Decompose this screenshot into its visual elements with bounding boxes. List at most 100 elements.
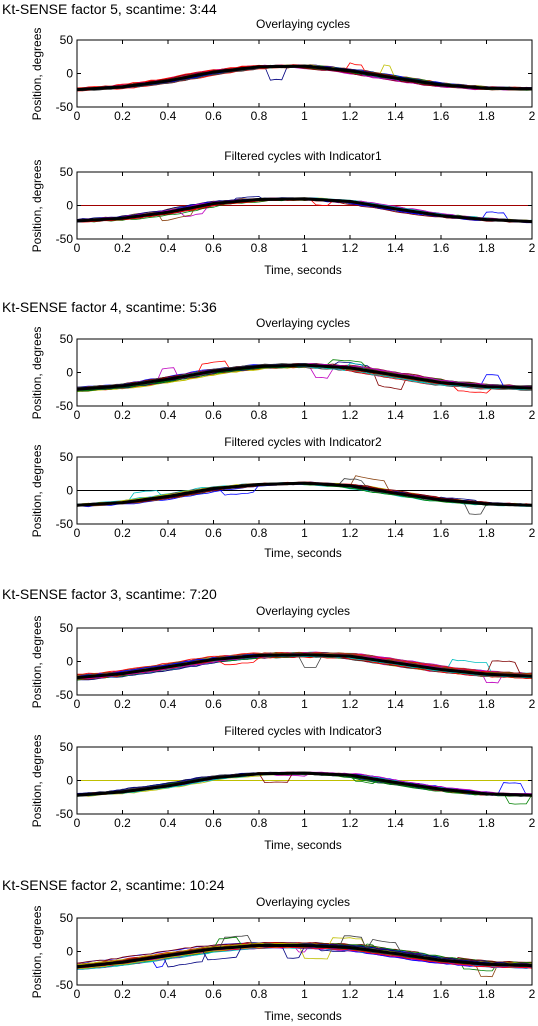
x-tick-label: 0.6 bbox=[205, 697, 222, 711]
x-tick-label: 1.6 bbox=[433, 526, 450, 540]
x-tick-label: 0.4 bbox=[160, 816, 177, 830]
panel-5-ylabel: Position, degrees bbox=[30, 616, 44, 709]
x-tick-label: 0.2 bbox=[114, 526, 131, 540]
x-tick-label: 0.2 bbox=[114, 697, 131, 711]
y-tick-label: -50 bbox=[56, 517, 74, 531]
x-tick-label: 1.6 bbox=[433, 987, 450, 1001]
panel-4-title: Filtered cycles with Indicator2 bbox=[224, 435, 382, 449]
cycle-trace bbox=[77, 362, 532, 388]
y-tick-label: -50 bbox=[56, 100, 74, 114]
panel-5-axes bbox=[76, 627, 533, 696]
x-tick-label: 2 bbox=[529, 109, 536, 123]
x-tick-label: 0 bbox=[74, 241, 81, 255]
x-tick-label: 1.2 bbox=[342, 816, 359, 830]
x-tick-label: 0.6 bbox=[205, 109, 222, 123]
x-tick-label: 0.4 bbox=[160, 987, 177, 1001]
y-tick-label: 0 bbox=[66, 366, 73, 380]
y-tick-label: -50 bbox=[56, 807, 74, 821]
section-heading-2: Kt-SENSE factor 4, scantime: 5:36 bbox=[2, 299, 217, 315]
panel-2-ylabel: Position, degrees bbox=[30, 160, 44, 253]
mean-cycle-trace bbox=[77, 363, 532, 391]
mean-cycle-trace bbox=[77, 64, 532, 92]
x-tick-label: 1.8 bbox=[478, 408, 495, 422]
x-tick-label: 1.2 bbox=[342, 408, 359, 422]
x-tick-label: 0.8 bbox=[251, 241, 268, 255]
y-tick-label: 50 bbox=[60, 332, 74, 346]
y-tick-label: 50 bbox=[60, 450, 74, 464]
x-tick-label: 0.4 bbox=[160, 408, 177, 422]
panel-3-title: Overlaying cycles bbox=[256, 316, 350, 330]
x-tick-label: 1 bbox=[301, 526, 308, 540]
panel-7-xlabel: Time, seconds bbox=[264, 1009, 342, 1023]
x-tick-label: 1.6 bbox=[433, 697, 450, 711]
x-tick-label: 2 bbox=[529, 241, 536, 255]
cycle-trace bbox=[77, 366, 532, 392]
x-tick-label: 1.4 bbox=[387, 697, 404, 711]
x-tick-label: 1 bbox=[301, 697, 308, 711]
cycle-trace bbox=[77, 656, 532, 680]
x-tick-label: 0.8 bbox=[251, 109, 268, 123]
y-tick-label: 0 bbox=[66, 67, 73, 81]
x-tick-label: 2 bbox=[529, 697, 536, 711]
panel-4-ylabel: Position, degrees bbox=[30, 445, 44, 538]
x-tick-label: 1.4 bbox=[387, 241, 404, 255]
y-tick-label: 50 bbox=[60, 33, 74, 47]
x-tick-label: 0.8 bbox=[251, 408, 268, 422]
y-tick-label: 0 bbox=[66, 774, 73, 788]
x-tick-label: 1.2 bbox=[342, 109, 359, 123]
x-tick-label: 0.4 bbox=[160, 109, 177, 123]
panel-6-traces bbox=[77, 771, 532, 805]
x-tick-label: 1.8 bbox=[478, 109, 495, 123]
x-tick-label: 0 bbox=[74, 408, 81, 422]
panel-3-ylabel: Position, degrees bbox=[30, 327, 44, 420]
panel-1-title: Overlaying cycles bbox=[256, 17, 350, 31]
x-tick-label: 1.4 bbox=[387, 526, 404, 540]
panel-5-traces bbox=[77, 651, 532, 684]
x-tick-label: 1.4 bbox=[387, 408, 404, 422]
x-tick-label: 0.6 bbox=[205, 408, 222, 422]
x-tick-label: 1.2 bbox=[342, 697, 359, 711]
x-tick-label: 0 bbox=[74, 816, 81, 830]
panel-6-xlabel: Time, seconds bbox=[264, 838, 342, 852]
y-tick-label: -50 bbox=[56, 232, 74, 246]
x-tick-label: 0 bbox=[74, 109, 81, 123]
mean-cycle-trace bbox=[77, 944, 532, 969]
x-tick-label: 0.2 bbox=[114, 987, 131, 1001]
mean-cycle-trace bbox=[77, 197, 532, 224]
x-tick-label: 1.2 bbox=[342, 526, 359, 540]
x-tick-label: 2 bbox=[529, 987, 536, 1001]
x-tick-label: 0.6 bbox=[205, 526, 222, 540]
mean-cycle-trace bbox=[77, 771, 532, 797]
x-tick-label: 0.2 bbox=[114, 241, 131, 255]
x-tick-label: 0.8 bbox=[251, 987, 268, 1001]
panel-6-ylabel: Position, degrees bbox=[30, 735, 44, 828]
x-tick-label: 0.6 bbox=[205, 241, 222, 255]
x-tick-label: 0.2 bbox=[114, 408, 131, 422]
y-tick-label: 0 bbox=[66, 484, 73, 498]
panel-3-traces bbox=[77, 359, 532, 394]
x-tick-label: 0 bbox=[74, 697, 81, 711]
x-tick-label: 1.8 bbox=[478, 987, 495, 1001]
panel-1-axes bbox=[76, 39, 533, 108]
x-tick-label: 1.4 bbox=[387, 987, 404, 1001]
x-tick-label: 1 bbox=[301, 241, 308, 255]
panel-7-title: Overlaying cycles bbox=[256, 895, 350, 909]
x-tick-label: 1.6 bbox=[433, 816, 450, 830]
panel-6-title: Filtered cycles with Indicator3 bbox=[224, 724, 382, 738]
x-tick-label: 2 bbox=[529, 526, 536, 540]
y-tick-label: -50 bbox=[56, 399, 74, 413]
x-tick-label: 1 bbox=[301, 109, 308, 123]
x-tick-label: 0.6 bbox=[205, 987, 222, 1001]
x-tick-label: 1 bbox=[301, 408, 308, 422]
mean-cycle-trace bbox=[77, 481, 532, 507]
section-heading-3: Kt-SENSE factor 3, scantime: 7:20 bbox=[2, 586, 217, 602]
x-tick-label: 0.8 bbox=[251, 816, 268, 830]
panel-1-ylabel: Position, degrees bbox=[30, 28, 44, 121]
x-tick-label: 0.8 bbox=[251, 697, 268, 711]
x-tick-label: 1.4 bbox=[387, 816, 404, 830]
x-tick-label: 1.8 bbox=[478, 241, 495, 255]
